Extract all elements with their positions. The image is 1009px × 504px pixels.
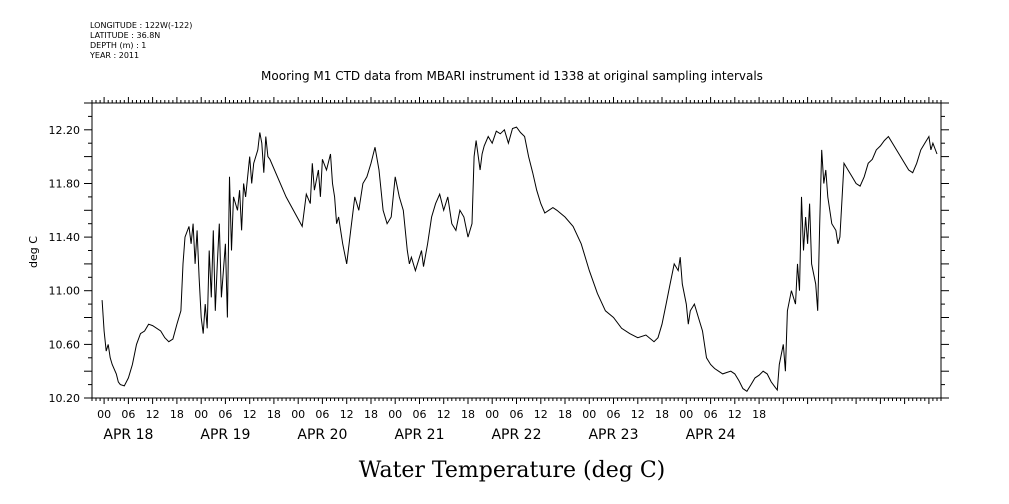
- x-tick-label: 00: [97, 408, 111, 421]
- longitude-text: LONGITUDE : 122W(-122): [90, 21, 193, 30]
- x-axis-title: Water Temperature (deg C): [359, 458, 666, 483]
- x-tick-label: 18: [461, 408, 475, 421]
- x-tick-label: 12: [437, 408, 451, 421]
- y-tick-label: 11.40: [49, 231, 81, 244]
- x-tick-label: 00: [582, 408, 596, 421]
- x-tick-label: 12: [728, 408, 742, 421]
- day-labels: APR 18 APR 19 APR 20 APR 21 APR 22 APR 23 APR …: [103, 427, 735, 443]
- x-tick-labels: 00 06 12 18 00 06 12 18 00 06 12 18 00 06 12 18 00 06 12 18…: [97, 408, 766, 421]
- x-tick-label: 00: [388, 408, 402, 421]
- x-tick-label: 06: [704, 408, 718, 421]
- x-tick-label: 00: [679, 408, 693, 421]
- x-tick-label: 06: [315, 408, 329, 421]
- plot-frame: [91, 102, 942, 399]
- day-label: APR 18: [103, 427, 153, 443]
- x-tick-label: 18: [267, 408, 281, 421]
- day-label: APR 19: [200, 427, 250, 443]
- x-tick-label: 18: [655, 408, 669, 421]
- x-tick-label: 00: [485, 408, 499, 421]
- y-tick-label: 12.20: [49, 124, 81, 137]
- x-tick-label: 06: [607, 408, 621, 421]
- latitude-text: LATITUDE : 36.8N: [90, 31, 161, 40]
- day-label: APR 21: [394, 427, 444, 443]
- x-tick-label: 18: [558, 408, 572, 421]
- x-tick-label: 06: [218, 408, 232, 421]
- x-tick-label: 00: [291, 408, 305, 421]
- metadata-block: LONGITUDE : 122W(-122) LATITUDE : 36.8N …: [90, 21, 192, 61]
- x-tick-label: 06: [121, 408, 135, 421]
- y-tick-labels: 10.20 10.60 11.00 11.40 11.80 12.20: [49, 124, 81, 405]
- y-tick-label: 11.00: [49, 285, 81, 298]
- y-tick-label: 11.80: [49, 178, 81, 191]
- day-label: APR 20: [297, 427, 347, 443]
- x-tick-label: 12: [146, 408, 160, 421]
- x-tick-label: 06: [510, 408, 524, 421]
- x-tick-label: 12: [243, 408, 257, 421]
- x-tick-label: 18: [170, 408, 184, 421]
- temperature-line: [101, 126, 938, 393]
- day-label: APR 23: [588, 427, 638, 443]
- y-tick-label: 10.20: [49, 392, 81, 405]
- y-tick-label: 10.60: [49, 338, 81, 351]
- day-label: APR 22: [491, 427, 541, 443]
- y-axis-label: deg C: [27, 236, 40, 268]
- x-tick-label: 12: [340, 408, 354, 421]
- plot-title: Mooring M1 CTD data from MBARI instrumen…: [261, 69, 763, 83]
- day-label: APR 24: [686, 427, 736, 443]
- x-tick-label: 06: [413, 408, 427, 421]
- year-text: YEAR : 2011: [90, 51, 140, 60]
- depth-text: DEPTH (m) : 1: [90, 41, 147, 50]
- x-tick-label: 00: [194, 408, 208, 421]
- x-tick-label: 12: [631, 408, 645, 421]
- x-tick-label: 18: [364, 408, 378, 421]
- x-tick-label: 18: [752, 408, 766, 421]
- tick-marks: [84, 97, 949, 404]
- x-tick-label: 12: [534, 408, 548, 421]
